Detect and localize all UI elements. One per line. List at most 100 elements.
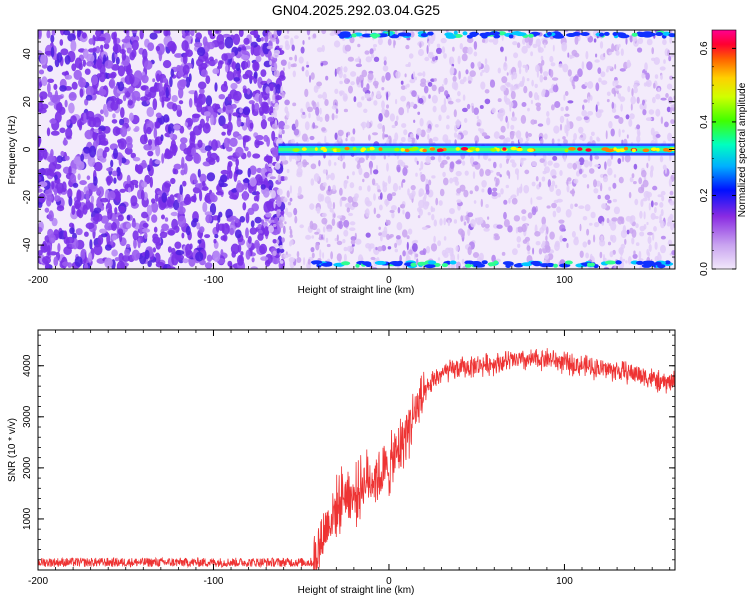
heatmap-speckle xyxy=(276,210,281,219)
edge-band-blob xyxy=(475,262,483,267)
heatmap-speckle xyxy=(544,166,550,174)
heatmap-speckle xyxy=(494,234,500,241)
heatmap-speckle xyxy=(325,237,329,243)
heatmap-speckle xyxy=(74,199,82,209)
heatmap-speckle xyxy=(278,219,283,223)
heatmap-speckle xyxy=(162,60,172,69)
heatmap-speckle xyxy=(562,237,567,242)
heatmap-speckle xyxy=(86,53,95,63)
heatmap-speckle xyxy=(292,102,297,107)
heatmap-speckle xyxy=(198,93,203,100)
heatmap-speckle xyxy=(357,43,361,48)
heatmap-speckle xyxy=(650,212,656,220)
heatmap-speckle xyxy=(59,39,64,46)
heatmap-speckle xyxy=(96,187,101,196)
heatmap-speckle xyxy=(466,103,471,110)
signal-hotspot xyxy=(642,148,650,153)
heatmap-speckle xyxy=(366,83,370,91)
heatmap-speckle xyxy=(408,53,414,59)
heatmap-speckle xyxy=(84,129,94,140)
heatmap-speckle xyxy=(220,249,224,257)
heatmap-speckle xyxy=(260,69,267,77)
heatmap-speckle xyxy=(272,239,277,244)
signal-hotspot xyxy=(408,147,417,152)
heatmap-speckle xyxy=(193,179,198,184)
heatmap-speckle xyxy=(667,132,673,142)
heatmap-speckle xyxy=(287,211,293,218)
heatmap-speckle xyxy=(415,172,418,177)
heatmap-speckle xyxy=(453,132,458,138)
heatmap-speckle xyxy=(269,105,274,115)
heatmap-speckle xyxy=(266,45,274,50)
heatmap-speckle xyxy=(124,147,133,155)
heatmap-speckle xyxy=(408,192,415,199)
edge-band-blob xyxy=(449,260,457,265)
heatmap-speckle xyxy=(593,179,597,188)
heatmap-speckle xyxy=(76,209,82,217)
heatmap-speckle xyxy=(542,39,548,46)
snr-y-tick-label: 1000 xyxy=(22,507,33,530)
heatmap-speckle xyxy=(465,69,469,75)
heatmap-speckle xyxy=(204,234,211,239)
heatmap-speckle xyxy=(241,46,247,51)
colorbar-gradient xyxy=(711,29,737,270)
heatmap-speckle xyxy=(38,149,44,161)
heatmap-speckle xyxy=(242,178,250,183)
heatmap-speckle xyxy=(265,212,272,218)
heatmap-speckle xyxy=(477,61,482,68)
edge-band-blob xyxy=(427,31,434,36)
heatmap-speckle xyxy=(423,85,429,94)
signal-hotspot xyxy=(469,147,477,151)
edge-band-blob xyxy=(553,263,558,268)
heatmap-speckle xyxy=(481,69,485,73)
heatmap-speckle xyxy=(439,188,445,197)
heatmap-speckle xyxy=(431,214,435,221)
heatmap-speckle xyxy=(326,243,331,248)
heatmap-speckle xyxy=(113,148,118,160)
heatmap-speckle xyxy=(251,257,255,263)
heatmap-speckle xyxy=(474,185,479,192)
heatmap-speckle xyxy=(173,168,179,175)
heatmap-speckle xyxy=(469,156,475,165)
heatmap-speckle xyxy=(274,162,281,170)
heatmap-speckle xyxy=(365,56,372,63)
heatmap-speckle xyxy=(149,176,153,188)
heatmap-speckle xyxy=(431,94,438,104)
heatmap-speckle xyxy=(275,37,280,45)
heatmap-speckle xyxy=(554,242,560,252)
heatmap-speckle xyxy=(381,75,386,83)
heatmap-speckle xyxy=(578,157,585,166)
heatmap-speckle xyxy=(107,208,113,220)
edge-band-blob xyxy=(580,32,590,36)
edge-band-blob xyxy=(508,34,514,39)
heatmap-speckle xyxy=(659,155,664,163)
heatmap-speckle xyxy=(123,30,129,34)
heatmap-speckle xyxy=(115,192,121,203)
heatmap-speckle xyxy=(455,120,462,126)
heatmap-speckle xyxy=(152,78,156,83)
heatmap-speckle xyxy=(414,251,417,260)
heatmap-speckle xyxy=(280,85,284,93)
heatmap-speckle xyxy=(669,153,672,162)
heatmap-speckle xyxy=(233,90,242,102)
heatmap-speckle xyxy=(221,53,228,61)
heatmap-speckle xyxy=(356,101,363,108)
heatmap-speckle xyxy=(178,87,184,99)
heatmap-speckle xyxy=(136,96,141,102)
heatmap-speckle xyxy=(220,169,229,175)
heatmap-speckle xyxy=(113,177,117,184)
heatmap-speckle xyxy=(607,167,613,176)
heatmap-speckle xyxy=(437,155,442,163)
signal-hotspot xyxy=(336,148,341,152)
heatmap-speckle xyxy=(654,216,659,219)
heatmap-speckle xyxy=(263,221,268,228)
heatmap-speckle xyxy=(308,75,312,83)
heatmap-speckle xyxy=(98,88,107,96)
heatmap-speckle xyxy=(309,135,315,141)
heatmap-speckle xyxy=(525,131,529,139)
heatmap-speckle xyxy=(483,227,490,232)
signal-hotspot xyxy=(361,147,367,151)
heatmap-speckle xyxy=(404,73,407,78)
heatmap-speckle xyxy=(271,112,274,118)
heatmap-speckle xyxy=(521,102,527,107)
